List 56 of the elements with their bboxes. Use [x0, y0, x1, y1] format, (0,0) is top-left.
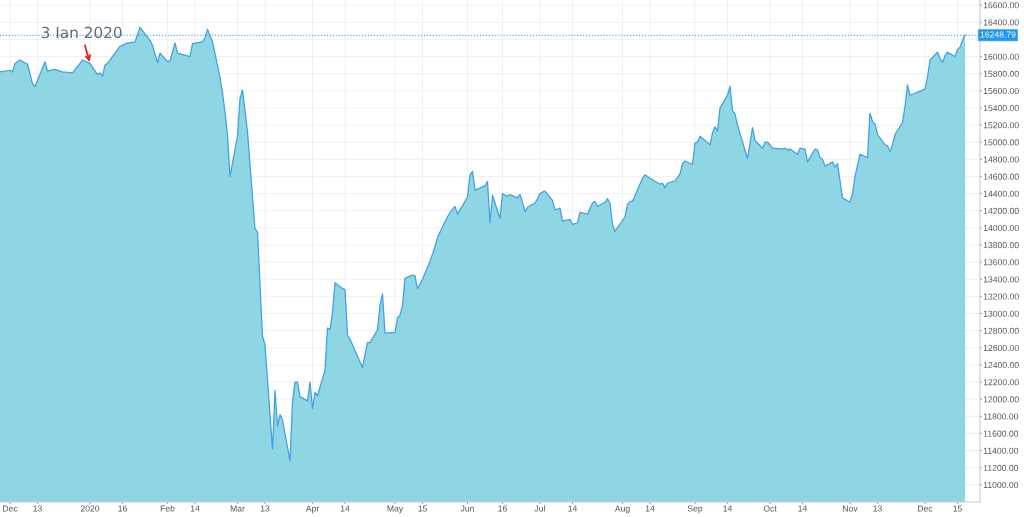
x-tick-label: 2020	[80, 505, 100, 512]
x-tick-label: 13	[873, 505, 882, 512]
y-tick-label: 15400.00	[983, 105, 1019, 112]
y-tick-label: 13000.00	[983, 310, 1019, 317]
y-tick-label: 14200.00	[983, 207, 1019, 214]
y-tick-label: 15800.00	[983, 70, 1019, 77]
x-tick-label: Dec	[3, 505, 18, 512]
y-tick-label: 13600.00	[983, 259, 1019, 266]
y-tick-label: 13800.00	[983, 242, 1019, 249]
y-tick-label: 11000.00	[983, 481, 1019, 489]
y-tick-label: 12600.00	[983, 344, 1019, 352]
x-tick-label: 14	[798, 505, 808, 512]
y-tick-label: 14400.00	[983, 190, 1019, 197]
annotation: 3 Ian 2020	[41, 26, 122, 39]
x-tick-label: May	[387, 505, 404, 514]
x-tick-label: Feb	[160, 505, 175, 512]
y-tick-label: 16600.00	[983, 2, 1019, 9]
x-tick-label: 14	[568, 505, 578, 512]
x-tick-label: 15	[953, 505, 962, 512]
y-tick-label: 12400.00	[983, 362, 1019, 369]
x-tick-label: 14	[723, 505, 733, 512]
y-tick-label: 12800.00	[983, 327, 1019, 334]
y-tick-label: 14600.00	[983, 173, 1019, 180]
y-tick-label: 15600.00	[983, 87, 1019, 95]
x-tick-label: 16	[498, 505, 507, 512]
y-tick-label: 12200.00	[983, 379, 1019, 386]
x-tick-label: Jun	[460, 505, 474, 512]
y-tick-label: 12000.00	[983, 396, 1019, 403]
y-tick-label: 15000.00	[983, 139, 1019, 146]
y-tick-label: 13200.00	[983, 293, 1019, 300]
x-tick-label: 13	[260, 505, 270, 512]
x-tick-label: Jul	[534, 505, 545, 512]
x-tick-label: Nov	[843, 505, 858, 512]
y-tick-label: 14800.00	[983, 156, 1019, 163]
ref-line-label: 16248.79	[980, 31, 1016, 38]
y-tick-label: 13400.00	[983, 276, 1019, 283]
x-tick-label: 15	[418, 505, 427, 512]
y-tick-label: 16400.00	[983, 19, 1019, 26]
y-tick-label: 11200.00	[983, 464, 1019, 471]
y-tick-label: 11600.00	[983, 430, 1019, 437]
x-tick-label: Dec	[918, 505, 933, 512]
x-tick-label: 14	[340, 505, 350, 512]
x-tick-label: Aug	[614, 505, 630, 514]
y-tick-label: 14000.00	[983, 224, 1019, 232]
y-tick-label: 15200.00	[983, 122, 1019, 129]
x-tick-label: 16	[118, 505, 127, 512]
x-tick-label: 14	[190, 505, 200, 512]
x-tick-label: 13	[33, 505, 42, 512]
x-tick-label: Mar	[230, 505, 245, 512]
x-tick-label: Apr	[305, 505, 320, 514]
x-tick-label: Sep	[687, 505, 703, 514]
y-tick-label: 11800.00	[983, 413, 1019, 420]
x-tick-label: Oct	[763, 505, 777, 512]
y-tick-label: 16000.00	[983, 53, 1019, 60]
y-tick-label: 11400.00	[983, 447, 1019, 454]
x-tick-label: 14	[645, 505, 655, 512]
